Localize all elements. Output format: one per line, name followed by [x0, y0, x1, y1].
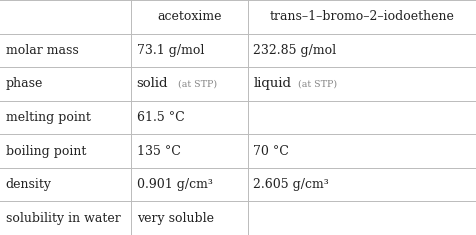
Text: (at STP): (at STP): [298, 79, 337, 88]
Text: 232.85 g/mol: 232.85 g/mol: [253, 44, 337, 57]
Text: 2.605 g/cm³: 2.605 g/cm³: [253, 178, 329, 191]
Text: 61.5 °C: 61.5 °C: [137, 111, 184, 124]
Text: acetoxime: acetoxime: [157, 10, 221, 23]
Text: trans–1–bromo–2–iodoethene: trans–1–bromo–2–iodoethene: [269, 10, 454, 23]
Text: 0.901 g/cm³: 0.901 g/cm³: [137, 178, 212, 191]
Text: boiling point: boiling point: [6, 145, 86, 158]
Text: solubility in water: solubility in water: [6, 212, 120, 225]
Text: 135 °C: 135 °C: [137, 145, 180, 158]
Text: molar mass: molar mass: [6, 44, 79, 57]
Text: very soluble: very soluble: [137, 212, 214, 225]
Text: 70 °C: 70 °C: [253, 145, 289, 158]
Text: 73.1 g/mol: 73.1 g/mol: [137, 44, 204, 57]
Text: melting point: melting point: [6, 111, 90, 124]
Text: (at STP): (at STP): [178, 79, 218, 88]
Text: phase: phase: [6, 77, 43, 90]
Text: solid: solid: [137, 77, 168, 90]
Text: liquid: liquid: [253, 77, 291, 90]
Text: density: density: [6, 178, 52, 191]
